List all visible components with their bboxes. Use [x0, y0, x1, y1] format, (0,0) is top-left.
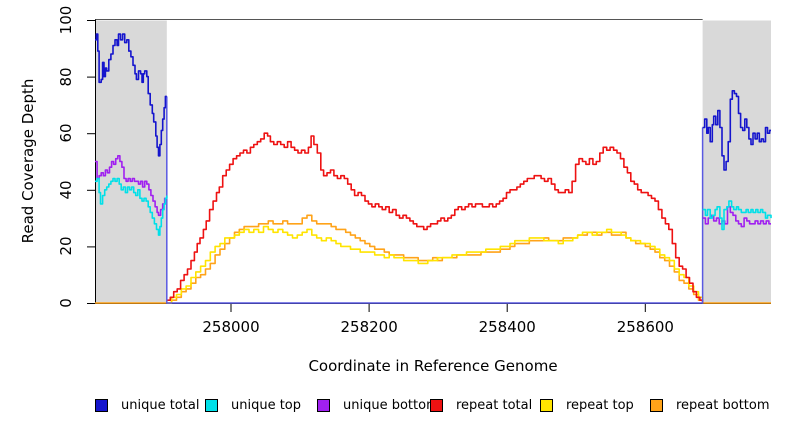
legend-swatch-unique-total: [95, 399, 108, 412]
legend-item-repeat-bottom: repeat bottom: [650, 398, 770, 413]
legend-item-unique-bottom: unique bottom: [317, 398, 439, 413]
legend-item-repeat-total: repeat total: [430, 398, 532, 413]
legend-swatch-unique-bottom: [317, 399, 330, 412]
shaded-region-right: [702, 20, 771, 303]
legend-swatch-repeat-total: [430, 399, 443, 412]
x-tick-label: 258400: [478, 318, 536, 336]
series-line-unique-top: [702, 200, 772, 231]
x-tick-label: 258200: [340, 318, 398, 336]
y-tick-label: 80: [57, 67, 75, 87]
legend-swatch-repeat-top: [540, 399, 553, 412]
legend-item-unique-total: unique total: [95, 398, 199, 413]
legend-label: repeat top: [566, 398, 634, 413]
series-line-unique-bottom: [95, 155, 168, 217]
x-tick-label: 258000: [202, 318, 260, 336]
series-line-unique-total: [702, 90, 771, 171]
y-axis-title: Read Coverage Depth: [19, 78, 37, 244]
y-tick-label: 40: [57, 180, 75, 200]
shaded-region-left: [95, 20, 167, 303]
legend-swatch-repeat-bottom: [650, 399, 663, 412]
legend-label: repeat bottom: [676, 398, 770, 413]
x-tick-label: 258600: [616, 318, 674, 336]
legend-label: unique total: [121, 398, 200, 413]
x-axis-title: Coordinate in Reference Genome: [308, 357, 558, 375]
y-tick-label: 100: [57, 5, 75, 35]
y-tick-label: 20: [57, 236, 75, 256]
series-line-repeat-total: [166, 132, 704, 303]
series-line-unique-total: [95, 33, 167, 157]
series-line-unique-top: [95, 177, 168, 236]
legend-label: repeat total: [456, 398, 533, 413]
legend-swatch-unique-top: [205, 399, 218, 412]
legend-item-repeat-top: repeat top: [540, 398, 634, 413]
legend-label: unique top: [231, 398, 302, 413]
y-tick-label: 60: [57, 123, 75, 143]
legend-label: unique bottom: [343, 398, 439, 413]
unique-total-zero-baseline: [166, 96, 704, 304]
series-line-unique-bottom: [702, 206, 771, 228]
series-line-repeat-top: [166, 225, 704, 304]
y-tick-label: 0: [57, 298, 75, 308]
legend-item-unique-top: unique top: [205, 398, 301, 413]
